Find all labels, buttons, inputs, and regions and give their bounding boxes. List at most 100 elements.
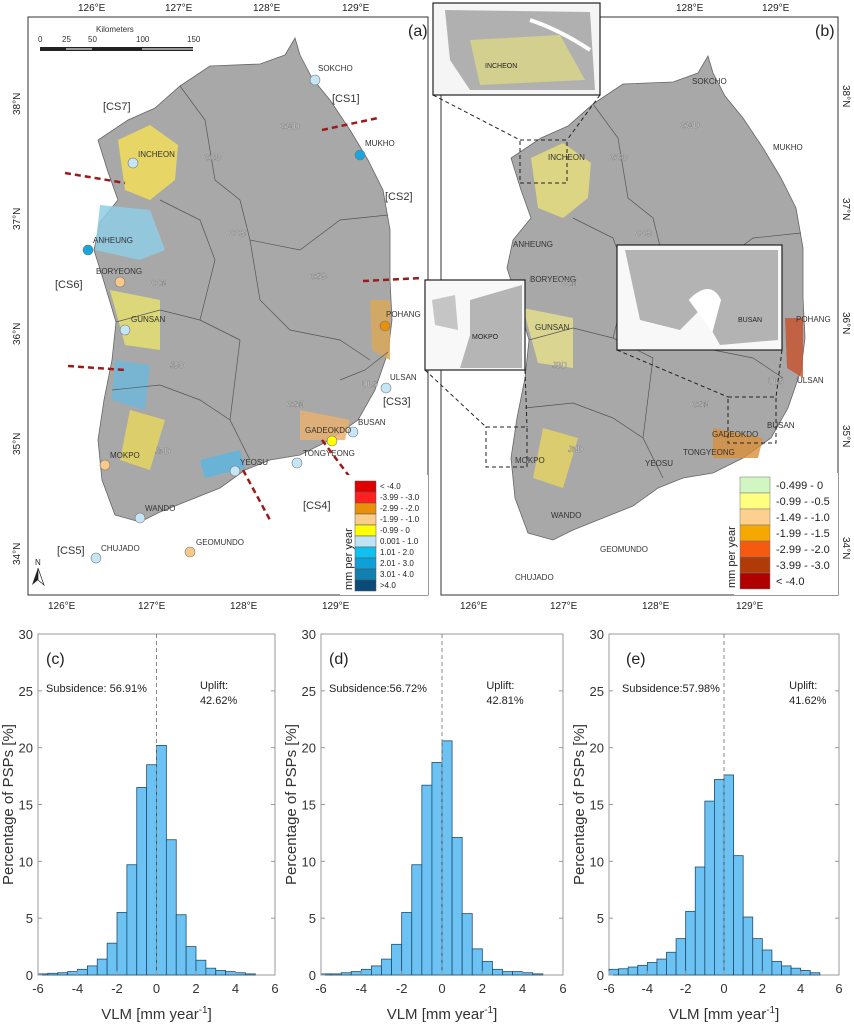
y-tick-label: 10: [302, 854, 316, 869]
inset-label: BUSAN: [738, 317, 762, 324]
province-label: GSN: [287, 400, 305, 409]
province-label: GSN: [692, 400, 710, 409]
panel-label-a: (a): [408, 23, 428, 40]
section-label: [CS3]: [383, 396, 411, 408]
legend-swatch: [354, 546, 377, 559]
histogram-bar: [340, 972, 352, 976]
y-tick-label: 30: [590, 627, 604, 642]
histogram-bar: [67, 971, 78, 976]
x-axis-label-end: ]: [775, 1006, 779, 1023]
legend-swatch: [354, 557, 377, 570]
histogram-bar: [57, 972, 69, 976]
legend-swatch: [354, 491, 377, 504]
x-tick-label: -2: [396, 981, 408, 996]
station-label: WANDO: [145, 504, 175, 513]
lat-tick: 37°N: [840, 198, 851, 220]
histogram-bar: [742, 916, 754, 976]
legend-swatch: [354, 502, 377, 515]
legend-label: -3.99 - -3.0: [776, 560, 830, 572]
station-label: ANHEUNG: [513, 240, 553, 249]
province-label: CCB: [635, 229, 652, 238]
station-marker: [134, 512, 146, 524]
x-tick-label: 6: [835, 981, 842, 996]
uplift-label: Uplift:: [200, 680, 228, 692]
legend-title: mm per year: [343, 528, 355, 590]
legend-swatch: [354, 524, 377, 537]
station-label: BUSAN: [767, 421, 795, 430]
histogram-bar: [86, 965, 98, 976]
histogram-bar: [666, 951, 677, 976]
x-tick-label: 4: [232, 981, 239, 996]
station-label: ULSAN: [390, 373, 417, 382]
map-a: SOKCHO MUKHO INCHEON ANHEUNG BORYEONG GUNSAN P…: [12, 3, 429, 612]
section-label: [CS6]: [55, 279, 83, 291]
lon-tick: 127°E: [138, 601, 166, 612]
y-tick-label: 5: [309, 911, 316, 926]
x-axis-label-sup: -1: [766, 1005, 775, 1016]
station-label: BUSAN: [358, 418, 386, 427]
station-label: TONGYEONG: [303, 449, 355, 458]
histogram-bar: [656, 958, 667, 976]
station-label: ULSAN: [797, 376, 824, 385]
y-axis-label: Percentage of PSPs [%]: [0, 724, 17, 885]
histogram-e: -6 -4 -2 0 2 4 6 0 5 10 15 20 25 30 (e) Subsidence:57.9…: [571, 627, 843, 1023]
lon-tick: 128°E: [253, 3, 281, 14]
uplift-label: Uplift:: [789, 680, 817, 692]
histogram-bar: [522, 972, 534, 976]
x-tick-label: -4: [72, 981, 84, 996]
histogram-bar: [175, 914, 187, 976]
histogram-bar: [627, 966, 639, 976]
histogram-bar: [371, 965, 382, 976]
station-label: GEOMUNDO: [196, 538, 244, 547]
lon-tick: 126°E: [48, 601, 76, 612]
province-label: CCB: [229, 229, 246, 238]
histogram-bar: [502, 971, 513, 976]
station-label: GADEOKDO: [305, 426, 351, 435]
inset-mokpo: MOKPO: [424, 279, 526, 371]
axis-ticks-a: 126°E 127°E 128°E 129°E 126°E 127°E 128°…: [12, 3, 370, 612]
station-marker: [90, 552, 102, 564]
legend-swatch: [354, 568, 377, 581]
histogram-bar: [411, 864, 423, 976]
histogram-bar: [136, 787, 148, 976]
legend-label: -2.99 - -2.0: [380, 504, 420, 513]
province-label: ULS: [768, 377, 784, 386]
histogram-bar: [532, 973, 544, 976]
histogram-bar: [116, 912, 128, 976]
scale-bar: Kilometers 0 25 50 100 150: [38, 25, 201, 51]
y-tick-label: 10: [19, 854, 33, 869]
station-marker: [291, 457, 303, 469]
histogram-bar: [809, 972, 821, 976]
x-axis-label-main: VLM [mm year: [669, 1006, 767, 1023]
province-label: JBD: [170, 361, 185, 370]
histogram-bar: [761, 949, 773, 976]
lat-tick: 36°N: [12, 323, 23, 345]
y-tick-label: 20: [590, 741, 604, 756]
histogram-bar: [771, 960, 782, 976]
station-label: MOKPO: [515, 456, 545, 465]
histogram-bar: [618, 968, 629, 976]
station-marker: [354, 149, 366, 161]
station-marker: [347, 426, 359, 438]
station-label: GEOMUNDO: [600, 545, 648, 554]
histogram-bar: [421, 784, 433, 976]
x-axis-label: VLM [mm year-1]: [669, 1005, 780, 1023]
lat-tick: 34°N: [840, 537, 851, 559]
histogram-bar: [77, 968, 88, 976]
y-tick-label: 30: [19, 627, 33, 642]
section-lines: [64, 116, 423, 521]
legend-title: mm per year: [726, 526, 738, 588]
subsidence-label: Subsidence:57.98%: [622, 683, 720, 695]
station-marker: [326, 435, 338, 447]
lat-tick: 36°N: [840, 312, 851, 334]
scale-tick: 25: [62, 35, 71, 44]
x-axis-label: VLM [mm year-1]: [101, 1005, 212, 1023]
station-label: WANDO: [551, 511, 581, 520]
x-tick-label: 2: [192, 981, 199, 996]
y-axis-label: Percentage of PSPs [%]: [571, 724, 588, 885]
histogram-bar: [685, 910, 696, 976]
section-label: [CS7]: [103, 101, 131, 113]
station-label: YEOSU: [240, 458, 268, 467]
legend-label: 0.001 - 1.0: [380, 537, 419, 546]
